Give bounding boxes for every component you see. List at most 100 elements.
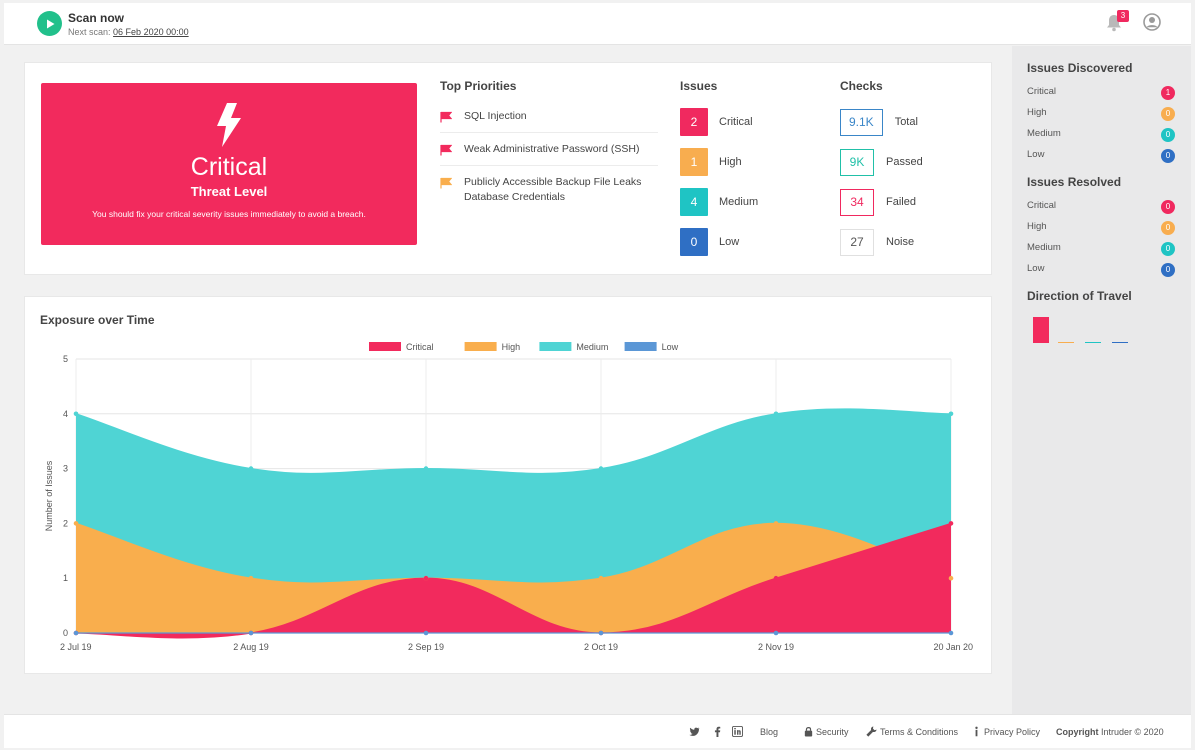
- lock-icon: [804, 727, 813, 737]
- y-tick-label: 3: [63, 464, 68, 474]
- direction-bar-critical: [1033, 317, 1049, 343]
- info-icon: [975, 726, 978, 737]
- priority-item[interactable]: Publicly Accessible Backup File Leaks Da…: [440, 171, 658, 213]
- discovered-low-row: Low 0: [1027, 149, 1175, 163]
- point-critical: [773, 575, 779, 581]
- flag-icon: [440, 111, 452, 123]
- user-icon[interactable]: [1143, 13, 1161, 31]
- issues-title: Issues: [680, 79, 718, 93]
- issue-low-label: Low: [719, 236, 740, 248]
- priority-item[interactable]: Weak Administrative Password (SSH): [440, 138, 658, 166]
- point-medium: [773, 411, 779, 417]
- x-tick-label: 20 Jan 20: [933, 642, 973, 652]
- check-passed-value: 9K: [840, 148, 874, 176]
- facebook-icon[interactable]: [712, 726, 723, 737]
- priority-item[interactable]: SQL Injection: [440, 105, 658, 133]
- x-tick-label: 2 Jul 19: [60, 642, 92, 652]
- issue-medium-row[interactable]: 4 Medium: [680, 188, 758, 216]
- check-failed-row[interactable]: 34 Failed: [840, 188, 916, 216]
- lightning-bolt-icon: [217, 103, 241, 147]
- resolved-low-label: Low: [1027, 263, 1045, 274]
- y-tick-label: 4: [63, 409, 68, 419]
- right-sidebar: Issues Discovered Critical 1 High 0 Medi…: [1012, 46, 1191, 714]
- check-passed-label: Passed: [886, 156, 923, 168]
- threat-message: You should fix your critical severity is…: [92, 209, 366, 219]
- point-low: [248, 630, 254, 636]
- notification-badge: 3: [1117, 10, 1129, 22]
- check-noise-label: Noise: [886, 236, 915, 248]
- discovered-critical-label: Critical: [1027, 86, 1057, 97]
- checks-title: Checks: [840, 79, 883, 93]
- legend-swatch-critical: [369, 342, 401, 351]
- resolved-critical-count: 0: [1161, 200, 1175, 214]
- resolved-high-label: High: [1027, 221, 1047, 232]
- issue-low-row[interactable]: 0 Low: [680, 228, 739, 256]
- check-noise-row[interactable]: 27 Noise: [840, 228, 914, 256]
- line-critical: [75, 522, 952, 639]
- security-link[interactable]: Security: [816, 727, 849, 737]
- next-scan-date[interactable]: 06 Feb 2020 00:00: [113, 27, 189, 37]
- check-total-value: 9.1K: [840, 108, 883, 136]
- check-failed-label: Failed: [886, 196, 916, 208]
- blog-link[interactable]: Blog: [760, 727, 779, 737]
- terms-link[interactable]: Terms & Conditions: [880, 727, 959, 737]
- discovered-high-label: High: [1027, 107, 1047, 118]
- wrench-icon: [866, 726, 877, 737]
- play-icon: [46, 19, 54, 28]
- top-priorities-list: SQL Injection Weak Administrative Passwo…: [440, 105, 658, 218]
- point-low: [73, 630, 79, 636]
- legend-label-medium: Medium: [576, 342, 608, 352]
- point-medium: [423, 466, 429, 471]
- flag-icon: [440, 144, 452, 156]
- priority-label: Weak Administrative Password (SSH): [464, 143, 640, 155]
- point-high: [73, 521, 79, 526]
- legend-swatch-medium: [539, 342, 572, 351]
- resolved-high-row: High 0: [1027, 221, 1175, 235]
- x-tick-label: 2 Aug 19: [233, 642, 269, 652]
- x-tick-label: 2 Oct 19: [584, 642, 618, 652]
- twitter-icon[interactable]: [689, 726, 700, 737]
- point-medium: [598, 466, 604, 471]
- resolved-medium-count: 0: [1161, 242, 1175, 256]
- issue-high-count: 1: [680, 148, 708, 176]
- priority-label: SQL Injection: [464, 110, 527, 122]
- top-priorities-title: Top Priorities: [440, 79, 517, 93]
- exposure-chart: 0 1 2 3 4 5 2 Jul 19 2 Aug 19 2 Sep 19 2 Oct 19 2 …: [44, 342, 973, 652]
- discovered-critical-row: Critical 1: [1027, 86, 1175, 100]
- point-high: [248, 575, 254, 581]
- direction-of-travel-title: Direction of Travel: [1027, 289, 1132, 303]
- scan-now-label[interactable]: Scan now: [68, 11, 125, 25]
- discovered-high-row: High 0: [1027, 107, 1175, 121]
- issue-medium-label: Medium: [719, 196, 759, 208]
- point-medium: [248, 466, 254, 471]
- x-tick-label: 2 Sep 19: [408, 642, 444, 652]
- point-medium: [948, 411, 954, 417]
- next-scan-label: Next scan:: [68, 27, 111, 37]
- linkedin-icon[interactable]: [732, 726, 743, 737]
- legend-swatch-high: [464, 342, 497, 351]
- threat-level-subtitle: Threat Level: [190, 184, 268, 199]
- y-tick-label: 2: [63, 518, 68, 528]
- point-critical: [948, 521, 954, 526]
- direction-bar-medium: [1085, 342, 1101, 343]
- check-passed-row[interactable]: 9K Passed: [840, 148, 923, 176]
- scan-now-button[interactable]: [37, 11, 62, 36]
- resolved-critical-label: Critical: [1027, 200, 1057, 211]
- resolved-low-row: Low 0: [1027, 263, 1175, 277]
- discovered-low-count: 0: [1161, 149, 1175, 163]
- issues-discovered-title: Issues Discovered: [1027, 61, 1133, 75]
- legend-label-critical: Critical: [406, 342, 434, 352]
- point-medium: [73, 411, 79, 417]
- threat-level-panel: Critical Threat Level You should fix you…: [41, 83, 417, 245]
- issue-critical-label: Critical: [719, 116, 753, 128]
- point-low: [773, 630, 779, 636]
- issue-high-row[interactable]: 1 High: [680, 148, 742, 176]
- check-total-row[interactable]: 9.1K Total: [840, 108, 918, 136]
- check-failed-value: 34: [840, 188, 874, 216]
- privacy-link[interactable]: Privacy Policy: [984, 727, 1041, 737]
- discovered-medium-row: Medium 0: [1027, 128, 1175, 142]
- issue-critical-row[interactable]: 2 Critical: [680, 108, 753, 136]
- issue-medium-count: 4: [680, 188, 708, 216]
- y-tick-label: 5: [63, 354, 68, 364]
- point-high: [598, 575, 604, 581]
